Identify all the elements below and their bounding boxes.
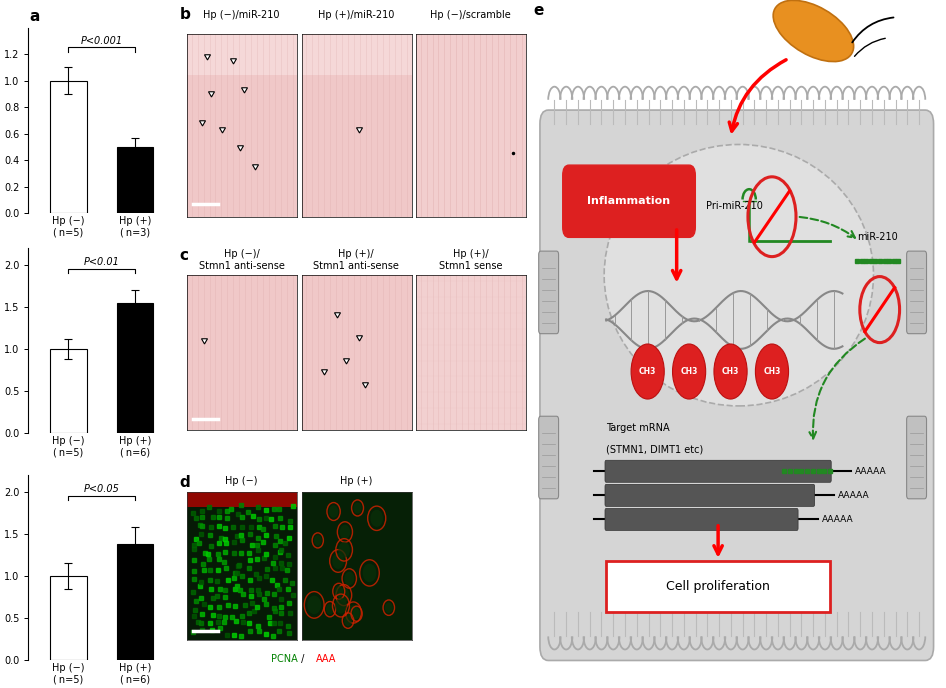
FancyBboxPatch shape <box>563 165 695 237</box>
Circle shape <box>371 510 383 527</box>
Circle shape <box>756 344 789 399</box>
Bar <box>116 303 153 433</box>
Circle shape <box>335 585 343 597</box>
FancyBboxPatch shape <box>538 416 558 499</box>
Text: AAAAA: AAAAA <box>838 491 870 500</box>
Circle shape <box>326 604 334 614</box>
Text: Hp (+)/miR-210: Hp (+)/miR-210 <box>318 10 394 21</box>
Y-axis label: Relative $\mathit{Stmn1}$ expression: Relative $\mathit{Stmn1}$ expression <box>0 275 1 407</box>
Text: P<0.05: P<0.05 <box>84 484 119 495</box>
Text: Hp (+)/
Stmn1 sense: Hp (+)/ Stmn1 sense <box>439 249 502 270</box>
Bar <box>116 544 153 660</box>
Text: Cell proliferation: Cell proliferation <box>666 580 770 593</box>
FancyBboxPatch shape <box>906 251 926 334</box>
Bar <box>50 576 87 660</box>
Circle shape <box>348 605 359 620</box>
Text: Target mRNA: Target mRNA <box>606 423 670 433</box>
Circle shape <box>714 344 747 399</box>
Circle shape <box>340 525 350 539</box>
Text: b: b <box>180 7 190 22</box>
Circle shape <box>314 535 322 546</box>
FancyBboxPatch shape <box>538 251 558 334</box>
Bar <box>187 492 297 506</box>
FancyBboxPatch shape <box>606 561 830 612</box>
FancyBboxPatch shape <box>605 460 832 482</box>
Circle shape <box>307 596 321 614</box>
Text: a: a <box>29 9 40 24</box>
FancyBboxPatch shape <box>540 110 934 660</box>
Ellipse shape <box>773 0 853 62</box>
Text: Inflammation: Inflammation <box>587 196 671 206</box>
Circle shape <box>631 344 664 399</box>
Text: Hp (−)/miR-210: Hp (−)/miR-210 <box>203 10 280 21</box>
FancyBboxPatch shape <box>605 508 798 530</box>
Circle shape <box>332 553 344 569</box>
Text: miR-210: miR-210 <box>857 233 898 242</box>
Circle shape <box>362 563 377 582</box>
Circle shape <box>353 608 360 619</box>
Text: CH3: CH3 <box>639 367 657 376</box>
Text: Hp (−): Hp (−) <box>225 476 258 486</box>
Circle shape <box>339 588 349 603</box>
Ellipse shape <box>604 144 873 406</box>
Text: CH3: CH3 <box>763 367 780 376</box>
Circle shape <box>354 502 361 513</box>
Text: Hp (−)/
Stmn1 anti-sense: Hp (−)/ Stmn1 anti-sense <box>199 249 285 270</box>
Bar <box>116 147 153 213</box>
Circle shape <box>385 602 393 613</box>
Bar <box>50 80 87 213</box>
Text: AAAAA: AAAAA <box>822 515 853 524</box>
Y-axis label: Relative $\mathit{Dimt1}$ expression: Relative $\mathit{Dimt1}$ expression <box>0 503 1 632</box>
Bar <box>187 34 297 74</box>
Bar <box>302 34 412 74</box>
Text: P<0.001: P<0.001 <box>80 36 123 46</box>
Bar <box>50 349 87 433</box>
Text: /: / <box>298 654 307 664</box>
Text: (STMN1, DIMT1 etc): (STMN1, DIMT1 etc) <box>606 444 704 454</box>
Circle shape <box>344 572 355 585</box>
Text: e: e <box>534 3 544 19</box>
Text: CH3: CH3 <box>722 367 739 376</box>
FancyBboxPatch shape <box>605 484 815 506</box>
Circle shape <box>329 505 339 518</box>
Text: PCNA: PCNA <box>272 654 298 664</box>
Text: Pri-miR-210: Pri-miR-210 <box>706 202 762 211</box>
Circle shape <box>339 542 350 558</box>
Text: c: c <box>180 248 189 263</box>
Text: Hp (−)/scramble: Hp (−)/scramble <box>430 10 511 21</box>
Text: AAA: AAA <box>316 654 337 664</box>
Text: P<0.01: P<0.01 <box>84 257 119 268</box>
Y-axis label: Relative miR-210 expression: Relative miR-210 expression <box>0 51 1 190</box>
Text: AAAAA: AAAAA <box>855 466 886 476</box>
Circle shape <box>344 615 352 626</box>
Text: Hp (+)/
Stmn1 anti-sense: Hp (+)/ Stmn1 anti-sense <box>313 249 399 270</box>
Text: Hp (+): Hp (+) <box>340 476 373 486</box>
Circle shape <box>673 344 706 399</box>
FancyBboxPatch shape <box>906 416 926 499</box>
Circle shape <box>335 597 347 614</box>
Text: CH3: CH3 <box>680 367 698 376</box>
Text: d: d <box>180 475 190 490</box>
